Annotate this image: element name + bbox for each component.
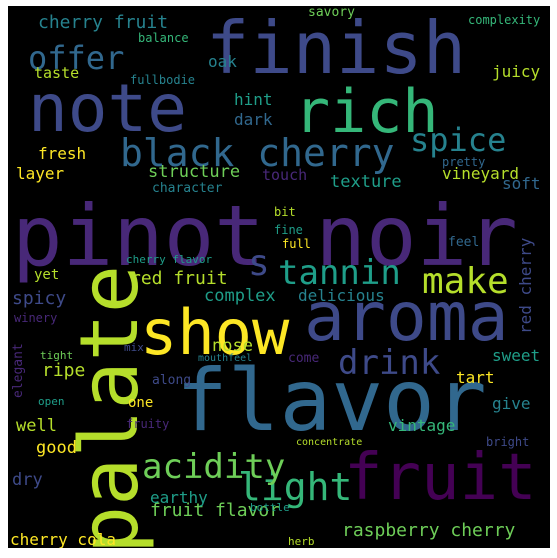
cloud-word: delicious [298, 286, 385, 305]
cloud-word: fruit flavor [150, 500, 281, 521]
cloud-word: s [248, 243, 270, 284]
cloud-word: make [422, 261, 509, 302]
cloud-word: concentrate [296, 437, 363, 448]
cloud-word: red cherry [516, 237, 535, 334]
cloud-word: taste [34, 64, 80, 82]
cloud-word: juicy [492, 62, 541, 81]
cloud-word: rich [294, 77, 439, 147]
cloud-word: come [288, 351, 320, 366]
cloud-word: tannin [278, 253, 401, 293]
cloud-word: layer [16, 164, 65, 183]
cloud-word: tight [40, 349, 74, 362]
cloud-word: complex [204, 286, 276, 306]
cloud-word: structure [148, 162, 241, 182]
cloud-word: mouthfeel [198, 353, 253, 364]
cloud-word: fresh [38, 144, 87, 163]
cloud-word: cherry fruit [38, 12, 169, 33]
cloud-word: good [36, 438, 77, 458]
cloud-word: balance [138, 31, 189, 45]
cloud-word: feel [448, 235, 480, 250]
cloud-word: savory [308, 6, 355, 20]
cloud-word: fullbodie [130, 73, 196, 87]
cloud-word: dark [234, 110, 273, 129]
cloud-word: aroma [304, 278, 509, 357]
cloud-word: bit [274, 205, 296, 219]
cloud-word: red fruit [130, 268, 228, 289]
cloud-word: complexity [468, 13, 541, 27]
cloud-word: show [140, 296, 290, 369]
cloud-word: vineyard [442, 164, 520, 183]
cloud-word: soft [502, 174, 541, 193]
cloud-word: winery [14, 311, 58, 325]
cloud-word: open [38, 395, 65, 408]
cloud-word: full [282, 237, 311, 251]
cloud-word: acidity [142, 447, 286, 487]
cloud-word: one [128, 395, 154, 411]
cloud-word: finish [206, 6, 467, 90]
cloud-word: nose [212, 336, 253, 356]
word-cloud: pinot noir flavor finish note aroma pala… [8, 6, 550, 548]
cloud-word: character [152, 181, 223, 196]
cloud-word: fruit [344, 441, 537, 515]
cloud-word: tart [456, 368, 495, 387]
cloud-word: herb [288, 535, 315, 548]
cloud-word: give [492, 394, 531, 413]
cloud-word: light [238, 465, 353, 509]
cloud-word: raspberry cherry [342, 520, 516, 541]
cloud-word: bottle [250, 501, 290, 514]
cloud-word: fruity [126, 417, 170, 431]
cloud-word: touch [262, 166, 308, 184]
cloud-word: elegant [11, 343, 26, 398]
cloud-word: note [28, 70, 187, 147]
cloud-word: texture [330, 172, 402, 192]
cloud-word: along [152, 373, 192, 388]
cloud-word: dry [12, 470, 43, 490]
cloud-word: well [16, 416, 57, 436]
cloud-word: drink [338, 343, 441, 383]
cloud-word: spice [410, 121, 507, 159]
cloud-word: flavor [176, 351, 487, 451]
cloud-word: vintage [388, 416, 456, 435]
cloud-word: bright [486, 435, 530, 449]
cloud-word: cherry flavor [126, 253, 213, 266]
cloud-word: sweet [492, 346, 541, 365]
cloud-word: fine [274, 223, 303, 237]
cloud-word: mix [124, 341, 144, 354]
cloud-word: hint [234, 90, 273, 109]
cloud-word: spicy [12, 288, 67, 309]
cloud-word: pinot noir [12, 187, 518, 285]
cloud-word: yet [34, 267, 60, 283]
cloud-word: black cherry [120, 131, 395, 175]
cloud-word: ripe [42, 360, 86, 381]
cloud-word: earthy [150, 488, 208, 507]
cloud-word: oak [208, 52, 237, 71]
cloud-word: cherry cola [10, 530, 116, 548]
cloud-word: offer [28, 39, 125, 77]
cloud-word: pretty [442, 155, 486, 169]
